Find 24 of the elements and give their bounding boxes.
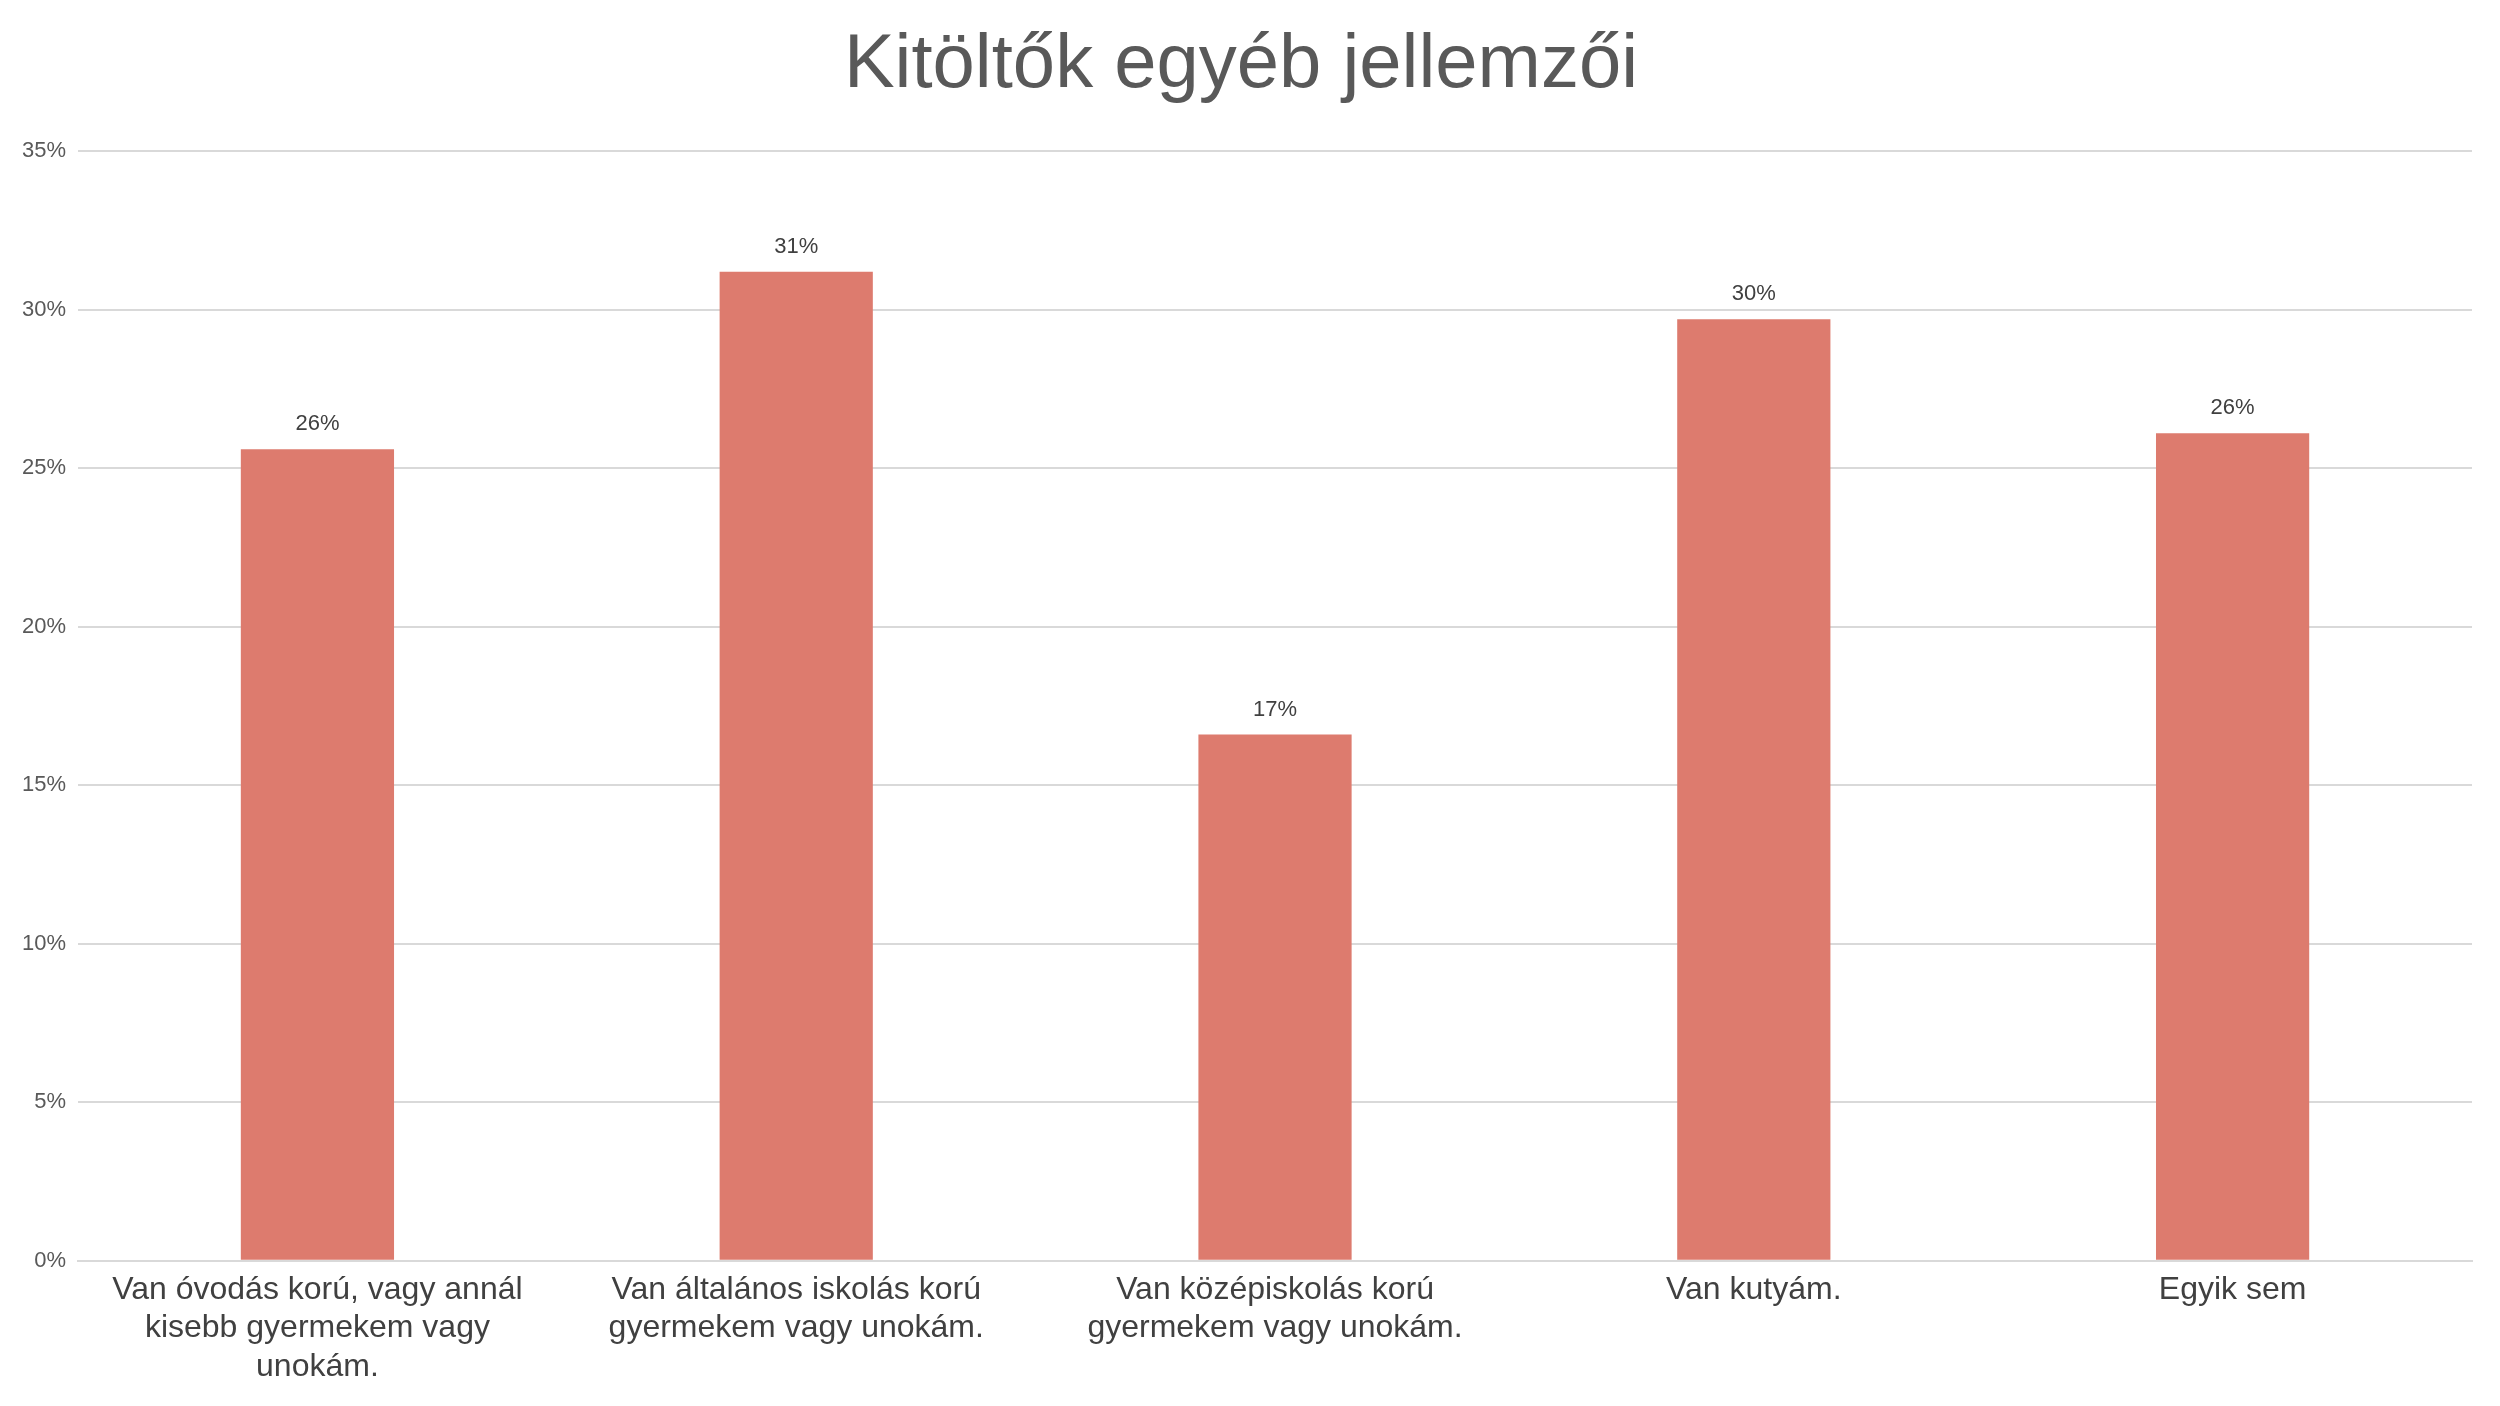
y-tick-label: 35% (21, 137, 67, 163)
y-tick-label: 15% (21, 771, 67, 797)
data-label: 17% (1252, 695, 1298, 721)
bar (240, 449, 395, 1260)
bar (2156, 433, 2310, 1260)
y-tick-label: 20% (21, 612, 67, 638)
bar (1677, 319, 1831, 1260)
bar (719, 271, 873, 1260)
y-tick-label: 30% (21, 295, 67, 321)
x-tick-label: Egyik sem (2158, 1269, 2307, 1306)
y-tick-label: 0% (34, 1246, 67, 1272)
data-label: 26% (2210, 394, 2255, 420)
data-label: 30% (1731, 280, 1776, 306)
x-tick-label: Van óvodás korú, vagy annál kisebb gyermekem vagy unokám. (112, 1269, 523, 1383)
bar (1198, 734, 1352, 1260)
data-label: 26% (295, 410, 340, 436)
x-tick-label: Van középiskolás korú gyermekem vagy unokám. (1087, 1269, 1463, 1345)
x-tick-label: Van kutyám. (1666, 1269, 1842, 1306)
y-tick-label: 5% (34, 1088, 67, 1114)
data-label: 31% (774, 232, 819, 258)
y-tick-label: 25% (21, 454, 67, 480)
x-tick-label: Van általános iskolás korú gyermekem vagy unokám. (608, 1269, 984, 1345)
y-tick-label: 10% (21, 929, 67, 955)
chart-title: Kitöltők egyéb jellemzői (843, 17, 1639, 103)
